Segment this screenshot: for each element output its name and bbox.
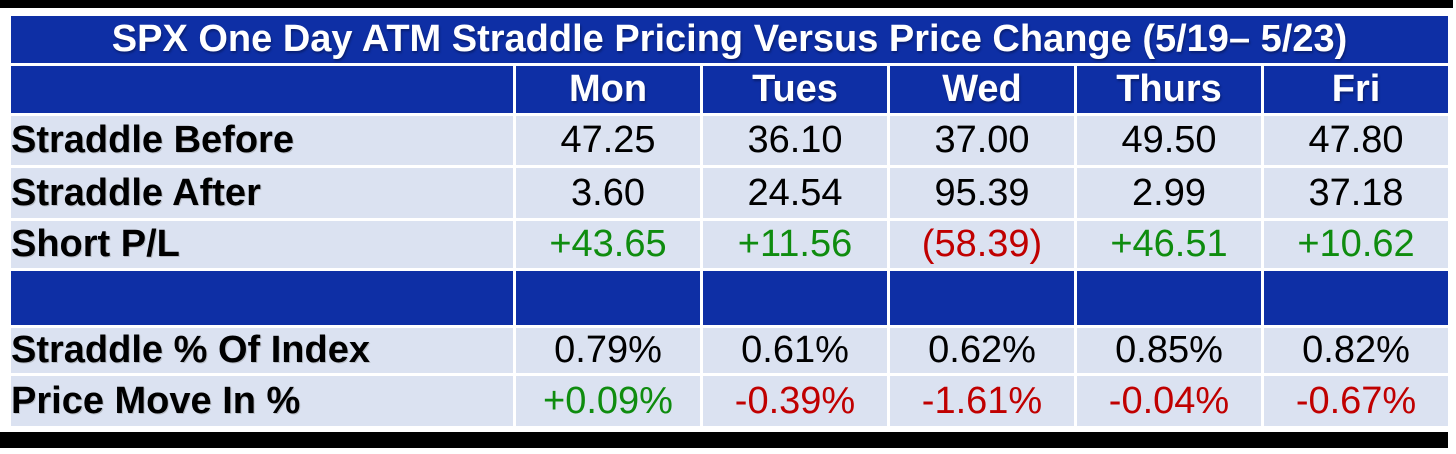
table-row-straddle-pct-of-index: Straddle % Of Index 0.79% 0.61% 0.62% 0.…	[8, 325, 1452, 376]
value-cell: 37.18	[1260, 165, 1452, 221]
value-cell: 47.25	[513, 113, 703, 168]
value-cell: 36.10	[700, 113, 890, 168]
value-cell: -1.61%	[887, 373, 1077, 429]
value-cell: 0.85%	[1074, 325, 1264, 376]
value-cell: 0.62%	[887, 325, 1077, 376]
value-cell: (58.39)	[887, 218, 1077, 271]
value-cell: 0.61%	[700, 325, 890, 376]
value-cell: +11.56	[700, 218, 890, 271]
col-header-wed: Wed	[887, 63, 1077, 116]
row-label: Price Move In %	[8, 373, 516, 429]
straddle-pricing-table: SPX One Day ATM Straddle Pricing Versus …	[7, 13, 1452, 429]
page-title: SPX One Day ATM Straddle Pricing Versus …	[7, 13, 1452, 66]
value-cell: 3.60	[513, 165, 703, 221]
col-header-tues: Tues	[700, 63, 890, 116]
table-row-price-move-pct: Price Move In % +0.09% -0.39% -1.61% -0.…	[8, 373, 1452, 429]
value-cell: 2.99	[1074, 165, 1264, 221]
value-cell: 95.39	[887, 165, 1077, 221]
row-label: Short P/L	[8, 218, 516, 271]
value-cell: 49.50	[1074, 113, 1264, 168]
row-label: Straddle % Of Index	[8, 325, 516, 376]
col-header-thurs: Thurs	[1074, 63, 1264, 116]
table-row-short-pl: Short P/L +43.65 +11.56 (58.39) +46.51 +…	[8, 218, 1452, 271]
title-row: SPX One Day ATM Straddle Pricing Versus …	[7, 13, 1452, 66]
spacer-cell	[1074, 268, 1264, 328]
col-header-mon: Mon	[513, 63, 703, 116]
spacer-cell	[887, 268, 1077, 328]
value-cell: +10.62	[1260, 218, 1452, 271]
value-cell: +43.65	[513, 218, 703, 271]
value-cell: -0.39%	[700, 373, 890, 429]
corner-cell	[8, 63, 516, 116]
value-cell: 24.54	[700, 165, 890, 221]
value-cell: 37.00	[887, 113, 1077, 168]
spacer-cell	[513, 268, 703, 328]
value-cell: 0.82%	[1260, 325, 1452, 376]
row-label: Straddle After	[8, 165, 516, 221]
day-header-row: Mon Tues Wed Thurs Fri	[8, 63, 1452, 116]
value-cell: +0.09%	[513, 373, 703, 429]
row-label: Straddle Before	[8, 113, 516, 168]
spacer-cell	[1260, 268, 1452, 328]
table-row-straddle-after: Straddle After 3.60 24.54 95.39 2.99 37.…	[8, 165, 1452, 221]
value-cell: 47.80	[1260, 113, 1452, 168]
spacer-row	[8, 268, 1452, 328]
value-cell: +46.51	[1074, 218, 1264, 271]
top-divider	[0, 0, 1453, 8]
col-header-fri: Fri	[1260, 63, 1452, 116]
value-cell: -0.04%	[1074, 373, 1264, 429]
table-row-straddle-before: Straddle Before 47.25 36.10 37.00 49.50 …	[8, 113, 1452, 168]
value-cell: 0.79%	[513, 325, 703, 376]
spacer-cell	[8, 268, 516, 328]
value-cell: -0.67%	[1260, 373, 1452, 429]
bottom-divider	[0, 432, 1448, 448]
spacer-cell	[700, 268, 890, 328]
